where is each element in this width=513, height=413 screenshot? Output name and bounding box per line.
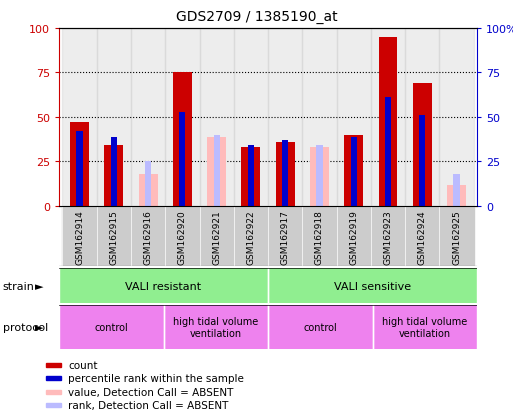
Bar bbox=[419, 116, 425, 206]
Bar bbox=[59, 268, 268, 304]
Bar bbox=[371, 206, 405, 266]
Bar bbox=[344, 135, 363, 206]
Bar bbox=[234, 29, 268, 206]
Bar bbox=[337, 29, 371, 206]
Bar bbox=[440, 206, 473, 266]
Bar bbox=[372, 306, 477, 349]
Text: percentile rank within the sample: percentile rank within the sample bbox=[68, 373, 244, 383]
Text: GSM162922: GSM162922 bbox=[246, 209, 255, 264]
Bar bbox=[165, 29, 200, 206]
Bar bbox=[413, 84, 431, 206]
Bar bbox=[379, 38, 398, 206]
Text: GSM162915: GSM162915 bbox=[109, 209, 119, 264]
Bar bbox=[145, 162, 151, 206]
Bar bbox=[213, 135, 220, 206]
Text: VALI sensitive: VALI sensitive bbox=[334, 281, 411, 291]
Bar bbox=[234, 206, 268, 266]
Text: GSM162914: GSM162914 bbox=[75, 209, 84, 264]
Bar bbox=[173, 73, 192, 206]
Text: GSM162921: GSM162921 bbox=[212, 209, 221, 264]
Bar bbox=[200, 29, 234, 206]
Bar bbox=[179, 112, 186, 206]
Bar bbox=[317, 146, 323, 206]
Bar bbox=[242, 148, 260, 206]
Bar bbox=[385, 98, 391, 206]
Bar bbox=[282, 141, 288, 206]
Bar bbox=[46, 363, 62, 367]
Bar bbox=[165, 206, 200, 266]
Bar bbox=[96, 206, 131, 266]
Text: control: control bbox=[94, 322, 128, 332]
Bar bbox=[111, 137, 117, 206]
Bar bbox=[105, 146, 123, 206]
Text: GSM162917: GSM162917 bbox=[281, 209, 290, 264]
Text: GSM162919: GSM162919 bbox=[349, 209, 358, 264]
Text: ►: ► bbox=[35, 322, 44, 332]
Bar bbox=[447, 185, 466, 206]
Bar bbox=[440, 29, 473, 206]
Bar bbox=[268, 206, 302, 266]
Text: high tidal volume
ventilation: high tidal volume ventilation bbox=[382, 316, 467, 338]
Text: value, Detection Call = ABSENT: value, Detection Call = ABSENT bbox=[68, 387, 233, 396]
Bar bbox=[268, 29, 302, 206]
Bar bbox=[302, 29, 337, 206]
Bar bbox=[70, 123, 89, 206]
Text: count: count bbox=[68, 360, 97, 370]
Text: strain: strain bbox=[3, 281, 34, 291]
Bar bbox=[63, 206, 96, 266]
Text: GSM162923: GSM162923 bbox=[384, 209, 392, 264]
Bar bbox=[350, 137, 357, 206]
Text: GSM162918: GSM162918 bbox=[315, 209, 324, 264]
Bar bbox=[139, 175, 157, 206]
Text: GSM162916: GSM162916 bbox=[144, 209, 152, 264]
Bar bbox=[310, 148, 329, 206]
Bar bbox=[131, 29, 165, 206]
Bar bbox=[302, 206, 337, 266]
Text: GSM162924: GSM162924 bbox=[418, 209, 427, 264]
Bar bbox=[200, 206, 234, 266]
Text: control: control bbox=[303, 322, 337, 332]
Bar bbox=[46, 403, 62, 407]
Bar bbox=[453, 175, 460, 206]
Bar bbox=[76, 132, 83, 206]
Text: GSM162925: GSM162925 bbox=[452, 209, 461, 264]
Bar bbox=[405, 29, 440, 206]
Text: protocol: protocol bbox=[3, 322, 48, 332]
Bar bbox=[46, 390, 62, 394]
Bar bbox=[268, 306, 372, 349]
Bar bbox=[46, 376, 62, 380]
Bar bbox=[268, 268, 477, 304]
Bar bbox=[248, 146, 254, 206]
Bar bbox=[371, 29, 405, 206]
Bar bbox=[405, 206, 440, 266]
Text: ►: ► bbox=[35, 281, 44, 291]
Text: high tidal volume
ventilation: high tidal volume ventilation bbox=[173, 316, 259, 338]
Bar bbox=[59, 306, 164, 349]
Bar bbox=[96, 29, 131, 206]
Bar bbox=[337, 206, 371, 266]
Bar bbox=[276, 142, 294, 206]
Text: rank, Detection Call = ABSENT: rank, Detection Call = ABSENT bbox=[68, 400, 228, 410]
Text: VALI resistant: VALI resistant bbox=[126, 281, 202, 291]
Bar bbox=[131, 206, 165, 266]
Text: GSM162920: GSM162920 bbox=[178, 209, 187, 264]
Text: GDS2709 / 1385190_at: GDS2709 / 1385190_at bbox=[175, 10, 338, 24]
Bar bbox=[63, 29, 96, 206]
Bar bbox=[164, 306, 268, 349]
Bar bbox=[207, 137, 226, 206]
